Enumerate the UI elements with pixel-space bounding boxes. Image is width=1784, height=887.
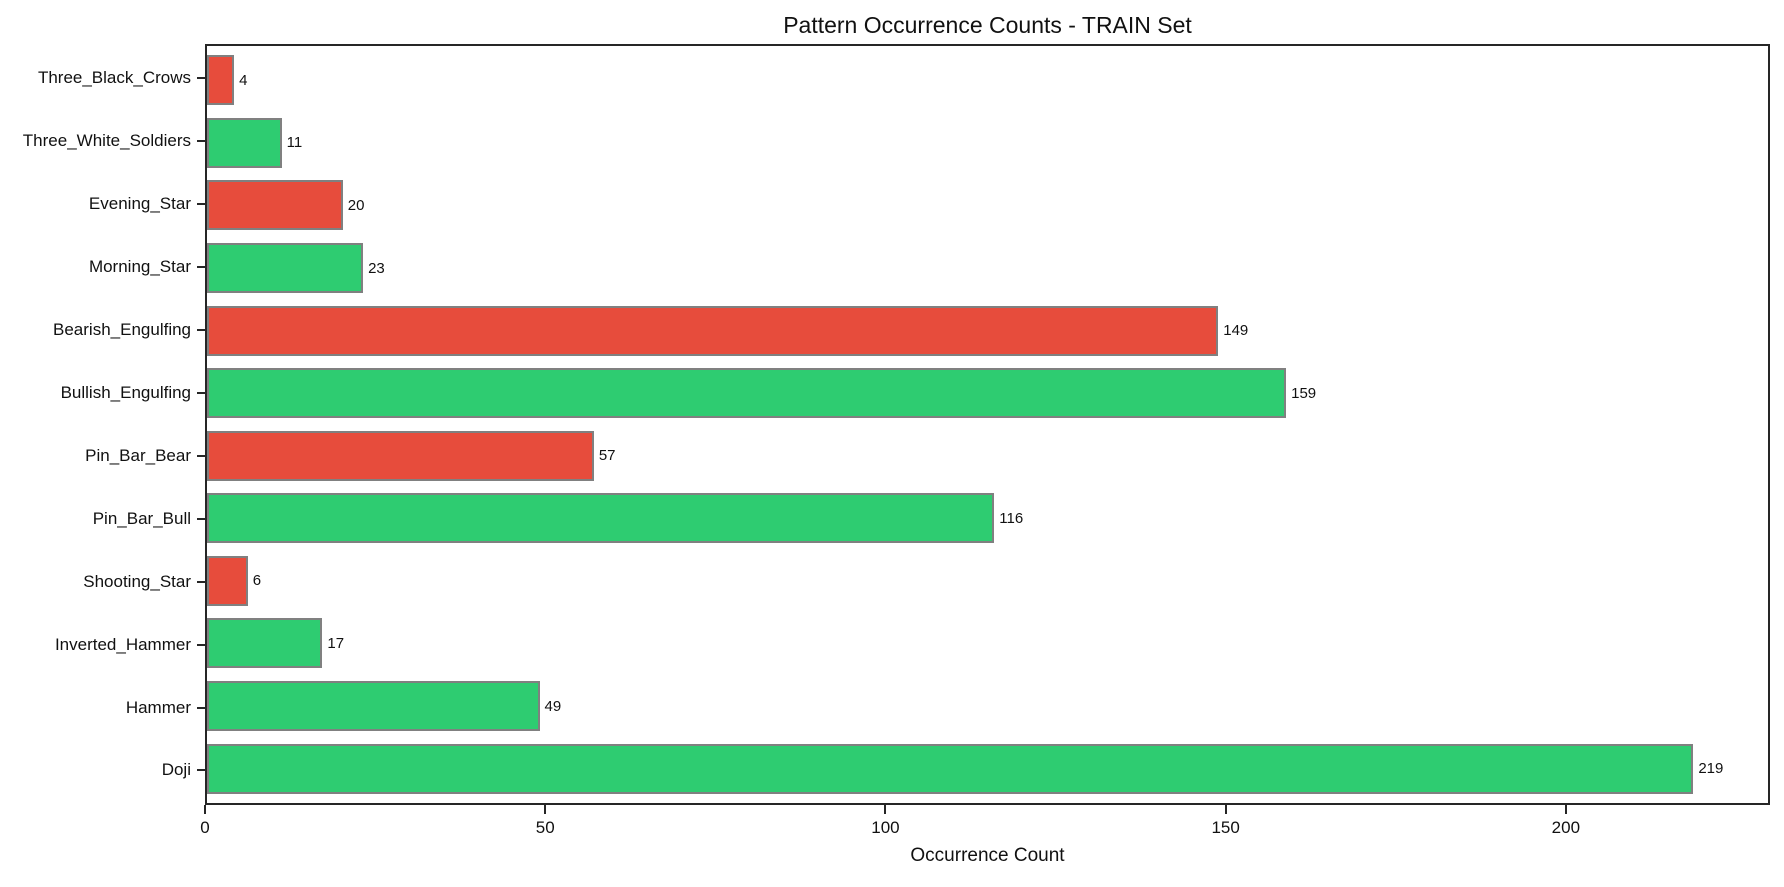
- y-tick-mark: [197, 643, 205, 646]
- x-tick-label: 150: [1211, 818, 1240, 837]
- y-tick-row: Three_Black_Crows: [0, 53, 205, 103]
- bar: [207, 368, 1287, 419]
- bar-row: 219: [207, 743, 1768, 794]
- bar-value-label: 20: [347, 196, 365, 214]
- x-tick-mark: [1224, 805, 1227, 814]
- y-tick-label: Hammer: [125, 697, 191, 717]
- bar: [207, 430, 594, 481]
- y-tick-mark: [197, 391, 205, 394]
- y-tick-row: Morning_Star: [0, 242, 205, 292]
- bar: [207, 117, 282, 168]
- y-tick-label: Morning_Star: [88, 257, 191, 277]
- bar: [207, 681, 540, 732]
- plot-area: 4 11 20 23 149 159 57 116 6 17 49 219: [205, 44, 1770, 805]
- y-tick-row: Bearish_Engulfing: [0, 305, 205, 355]
- y-tick-row: Shooting_Star: [0, 557, 205, 607]
- bar-row: 20: [207, 180, 1768, 231]
- y-tick-mark: [197, 580, 205, 583]
- y-tick-mark: [197, 706, 205, 709]
- bar: [207, 55, 235, 106]
- x-tick-mark: [1564, 805, 1567, 814]
- bar-value-label: 116: [999, 509, 1024, 527]
- bar: [207, 618, 323, 669]
- bar: [207, 243, 364, 294]
- x-tick-mark: [544, 805, 547, 814]
- y-tick-mark: [197, 517, 205, 520]
- y-tick-row: Bullish_Engulfing: [0, 368, 205, 418]
- y-tick-label: Three_Black_Crows: [37, 68, 191, 88]
- y-tick-label: Three_White_Soldiers: [22, 131, 191, 151]
- bar-row: 11: [207, 117, 1768, 168]
- y-tick-row: Inverted_Hammer: [0, 620, 205, 670]
- bar-row: 159: [207, 368, 1768, 419]
- y-tick-label: Doji: [161, 760, 191, 780]
- bar-row: 6: [207, 555, 1768, 606]
- bar-value-label: 219: [1698, 760, 1724, 778]
- bar-row: 149: [207, 305, 1768, 356]
- bar-value-label: 4: [239, 71, 248, 89]
- x-axis: 0 50 100 150 200: [200, 805, 1770, 865]
- y-tick-row: Pin_Bar_Bull: [0, 494, 205, 544]
- x-tick-mark: [884, 805, 887, 814]
- bar-value-label: 6: [252, 572, 262, 590]
- y-tick-label: Bullish_Engulfing: [60, 382, 191, 402]
- bar-row: 116: [207, 493, 1768, 544]
- y-axis-labels: Three_Black_Crows Three_White_Soldiers Eve…: [0, 44, 205, 805]
- y-tick-label: Bearish_Engulfing: [53, 320, 191, 340]
- y-tick-row: Three_White_Soldiers: [0, 116, 205, 166]
- x-tick-label: 200: [1551, 818, 1581, 837]
- y-tick-label: Pin_Bar_Bull: [92, 508, 191, 528]
- y-tick-row: Pin_Bar_Bear: [0, 431, 205, 481]
- x-tick-mark: [204, 805, 206, 814]
- bar-value-label: 149: [1223, 322, 1249, 340]
- bar-row: 4: [207, 55, 1768, 106]
- y-tick-mark: [197, 77, 205, 80]
- y-tick-mark: [197, 454, 205, 457]
- bar: [207, 180, 343, 231]
- bar-row: 23: [207, 243, 1768, 294]
- bar-value-label: 159: [1291, 384, 1317, 402]
- bars-area: 4 11 20 23 149 159 57 116 6 17 49 219: [207, 46, 1768, 803]
- bar-row: 57: [207, 430, 1768, 481]
- bar: [207, 555, 248, 606]
- bar: [207, 305, 1219, 356]
- chart-title: Pattern Occurrence Counts - TRAIN Set: [783, 12, 1192, 38]
- y-tick-label: Evening_Star: [88, 194, 191, 214]
- y-tick-mark: [197, 203, 205, 206]
- bar-value-label: 57: [598, 447, 616, 465]
- bar: [207, 743, 1694, 794]
- bar-value-label: 23: [368, 259, 385, 277]
- y-tick-row: Hammer: [0, 683, 205, 733]
- x-axis-title: Occurrence Count: [910, 845, 1065, 866]
- y-tick-label: Shooting_Star: [83, 571, 191, 591]
- y-tick-mark: [197, 140, 205, 143]
- bar-row: 49: [207, 681, 1768, 732]
- bar-value-label: 11: [286, 134, 303, 152]
- x-tick-label: 50: [535, 818, 555, 837]
- y-tick-label: Pin_Bar_Bear: [85, 445, 191, 465]
- y-tick-mark: [197, 769, 205, 772]
- y-tick-row: Evening_Star: [0, 179, 205, 229]
- bar-value-label: 49: [544, 697, 562, 715]
- y-tick-mark: [197, 266, 205, 269]
- x-tick-label: 100: [871, 818, 900, 837]
- x-tick-label: 0: [200, 818, 210, 837]
- bar-value-label: 17: [327, 634, 345, 652]
- y-tick-mark: [197, 329, 205, 332]
- bar-row: 17: [207, 618, 1768, 669]
- bar: [207, 493, 995, 544]
- y-tick-label: Inverted_Hammer: [54, 634, 191, 654]
- y-tick-row: Doji: [0, 745, 205, 795]
